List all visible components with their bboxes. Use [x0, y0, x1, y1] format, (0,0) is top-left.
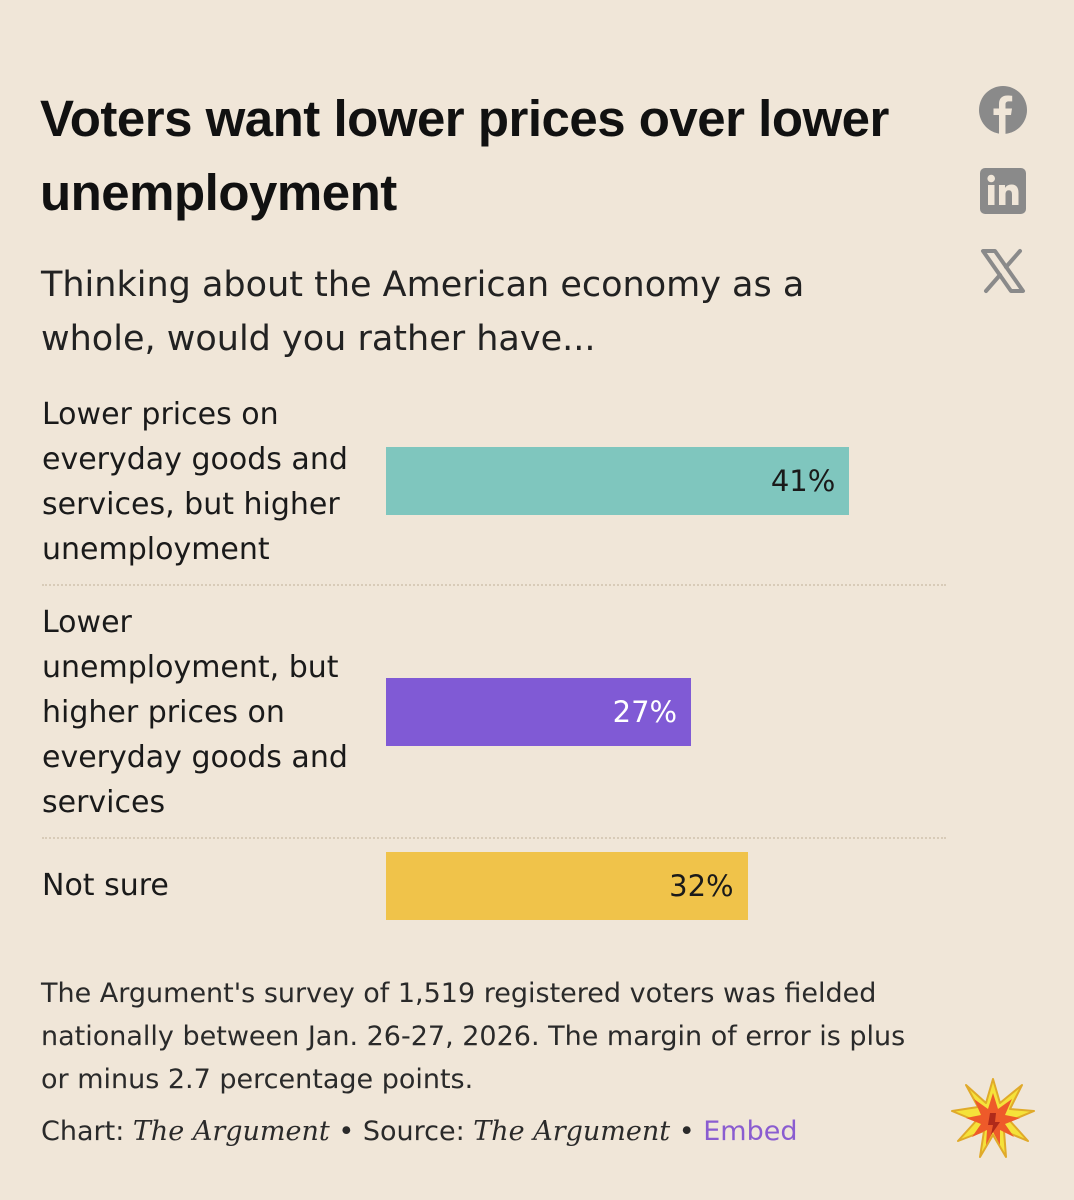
row-divider-1	[42, 584, 946, 586]
category-label-3: Not sure	[42, 868, 169, 903]
x-share-button[interactable]	[978, 246, 1028, 296]
x-icon	[981, 249, 1025, 293]
credit-separator-2: •	[670, 1116, 704, 1147]
bar-3: 32%	[386, 852, 748, 920]
category-label-1: Lower prices on everyday goods and servi…	[42, 397, 348, 567]
chart-credits: Chart: The Argument • Source: The Argume…	[41, 1112, 941, 1152]
bar-row-2: Lower unemployment, but higher prices on…	[42, 598, 946, 824]
bar-1: 41%	[386, 447, 850, 515]
linkedin-icon	[980, 168, 1026, 214]
embed-link[interactable]: Embed	[703, 1116, 798, 1147]
bar-2: 27%	[386, 678, 692, 746]
credit-chart-prefix: Chart:	[41, 1116, 133, 1147]
credit-separator-1: • Source:	[329, 1116, 474, 1147]
chart-subtitle: Thinking about the American economy as a…	[41, 265, 805, 359]
credit-source: The Argument	[473, 1116, 671, 1147]
credit-chart-source: The Argument	[132, 1116, 330, 1147]
bar-row-1: Lower prices on everyday goods and servi…	[42, 390, 946, 570]
bar-row-3: Not sure 32%	[42, 852, 946, 920]
chart-title: Voters want lower prices over lower unem…	[40, 90, 889, 221]
methodology-note: The Argument's survey of 1,519 registere…	[41, 978, 906, 1095]
row-divider-2	[42, 837, 946, 839]
starburst-logo	[951, 1078, 1035, 1158]
facebook-icon	[979, 86, 1027, 134]
facebook-share-button[interactable]	[978, 85, 1028, 135]
category-label-2: Lower unemployment, but higher prices on…	[42, 605, 348, 820]
linkedin-share-button[interactable]	[978, 166, 1028, 216]
